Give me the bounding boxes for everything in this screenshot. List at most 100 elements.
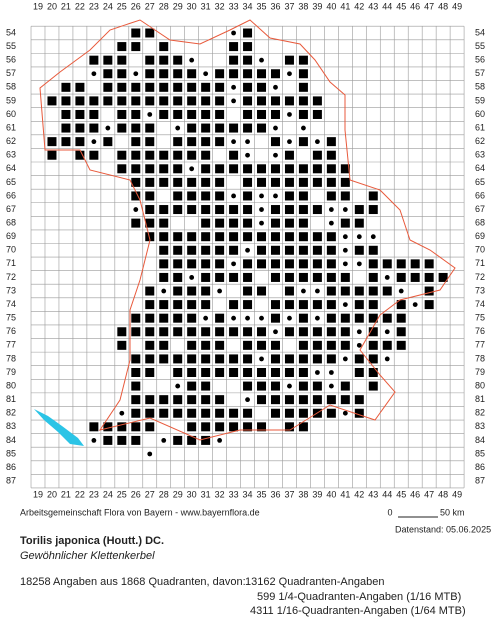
occurrence-square bbox=[368, 327, 378, 337]
row-label: 59 bbox=[6, 95, 16, 105]
occurrence-square bbox=[368, 286, 378, 296]
occurrence-square bbox=[117, 69, 127, 79]
grid: 19 19 20 20 21 21 22 22 23 23 24 24 25 25 26 26 27 27 28 28… bbox=[6, 1, 485, 499]
occurrence-square bbox=[145, 177, 155, 187]
occurrence-square bbox=[229, 150, 239, 160]
occurrence-square bbox=[270, 232, 280, 242]
occurrence-square bbox=[270, 340, 280, 350]
occurrence-square bbox=[312, 340, 322, 350]
occurrence-square bbox=[340, 164, 350, 174]
occurrence-square bbox=[215, 218, 225, 228]
column-label: 41 bbox=[340, 489, 350, 499]
occurrence-square bbox=[243, 232, 253, 242]
occurrence-dot bbox=[231, 30, 236, 36]
row-label: 75 bbox=[6, 313, 16, 323]
occurrence-square bbox=[257, 109, 267, 119]
occurrence-square bbox=[173, 259, 183, 269]
occurrence-square bbox=[270, 109, 280, 119]
occurrence-square bbox=[145, 422, 155, 432]
occurrence-square bbox=[396, 340, 406, 350]
occurrence-dot bbox=[356, 234, 362, 240]
occurrence-square bbox=[187, 435, 197, 445]
occurrence-square bbox=[215, 259, 225, 269]
occurrence-square bbox=[298, 164, 308, 174]
occurrence-dot bbox=[273, 125, 278, 131]
occurrence-square bbox=[243, 205, 253, 215]
occurrence-square bbox=[284, 245, 294, 255]
column-label: 39 bbox=[312, 1, 322, 11]
occurrence-square bbox=[298, 340, 308, 350]
occurrence-square bbox=[201, 395, 211, 405]
stats-line: 13162 Quadranten-Angaben bbox=[245, 576, 384, 588]
occurrence-dot bbox=[189, 166, 195, 172]
occurrence-square bbox=[173, 55, 183, 65]
occurrence-square bbox=[424, 286, 434, 296]
occurrence-square bbox=[312, 164, 322, 174]
occurrence-square bbox=[117, 123, 127, 133]
occurrence-square bbox=[159, 96, 169, 106]
column-label: 33 bbox=[229, 489, 239, 499]
occurrence-dot bbox=[398, 288, 404, 294]
column-label: 21 bbox=[61, 489, 71, 499]
row-label: 63 bbox=[6, 150, 16, 160]
occurrence-square bbox=[298, 354, 308, 364]
column-label: 45 bbox=[396, 1, 406, 11]
occurrence-square bbox=[312, 381, 322, 391]
occurrence-square bbox=[229, 327, 239, 337]
occurrence-square bbox=[131, 381, 141, 391]
occurrence-square bbox=[159, 205, 169, 215]
occurrence-square bbox=[229, 245, 239, 255]
occurrence-square bbox=[326, 259, 336, 269]
occurrence-square bbox=[145, 340, 155, 350]
column-label: 45 bbox=[396, 489, 406, 499]
occurrence-square bbox=[145, 232, 155, 242]
row-label: 71 bbox=[6, 258, 16, 268]
occurrence-square bbox=[298, 218, 308, 228]
occurrence-square bbox=[201, 109, 211, 119]
occurrence-square bbox=[187, 422, 197, 432]
occurrence-square bbox=[284, 300, 294, 310]
column-label: 23 bbox=[89, 489, 99, 499]
occurrence-square bbox=[215, 137, 225, 147]
occurrence-square bbox=[298, 422, 308, 432]
occurrence-dot bbox=[259, 57, 264, 63]
occurrence-square bbox=[159, 245, 169, 255]
row-label: 72 bbox=[6, 272, 16, 282]
occurrence-square bbox=[298, 55, 308, 65]
occurrence-dot bbox=[245, 397, 250, 403]
occurrence-square bbox=[159, 164, 169, 174]
row-label: 58 bbox=[6, 82, 16, 92]
occurrence-square bbox=[173, 368, 183, 377]
occurrence-square bbox=[243, 82, 253, 92]
scale-start: 0 bbox=[387, 507, 392, 517]
occurrence-dot bbox=[133, 71, 139, 77]
occurrence-square bbox=[215, 96, 225, 106]
occurrence-square bbox=[187, 205, 197, 215]
occurrence-dot bbox=[342, 356, 348, 362]
occurrence-square bbox=[201, 368, 211, 377]
occurrence-square bbox=[103, 137, 113, 147]
occurrence-dot bbox=[203, 315, 209, 321]
occurrence-square bbox=[298, 259, 308, 269]
occurrence-square bbox=[326, 286, 336, 296]
occurrence-square bbox=[145, 55, 155, 65]
occurrence-square bbox=[243, 354, 253, 364]
stats-line: 599 1/4-Quadranten-Angaben (1/16 MTB) bbox=[257, 591, 461, 603]
occurrence-dot bbox=[231, 261, 236, 267]
occurrence-square bbox=[312, 205, 322, 215]
occurrence-square bbox=[215, 340, 225, 350]
occurrence-square bbox=[243, 272, 253, 282]
occurrence-square bbox=[284, 259, 294, 269]
occurrence-dot bbox=[203, 71, 209, 77]
occurrence-dot bbox=[342, 302, 348, 307]
occurrence-square bbox=[117, 109, 127, 119]
occurrence-square bbox=[270, 259, 280, 269]
occurrence-square bbox=[131, 313, 141, 323]
column-label: 32 bbox=[215, 1, 225, 11]
occurrence-dot bbox=[217, 438, 223, 443]
occurrence-square bbox=[131, 109, 141, 119]
row-label: 72 bbox=[475, 272, 485, 282]
row-label: 67 bbox=[475, 204, 485, 214]
lake bbox=[34, 409, 84, 446]
